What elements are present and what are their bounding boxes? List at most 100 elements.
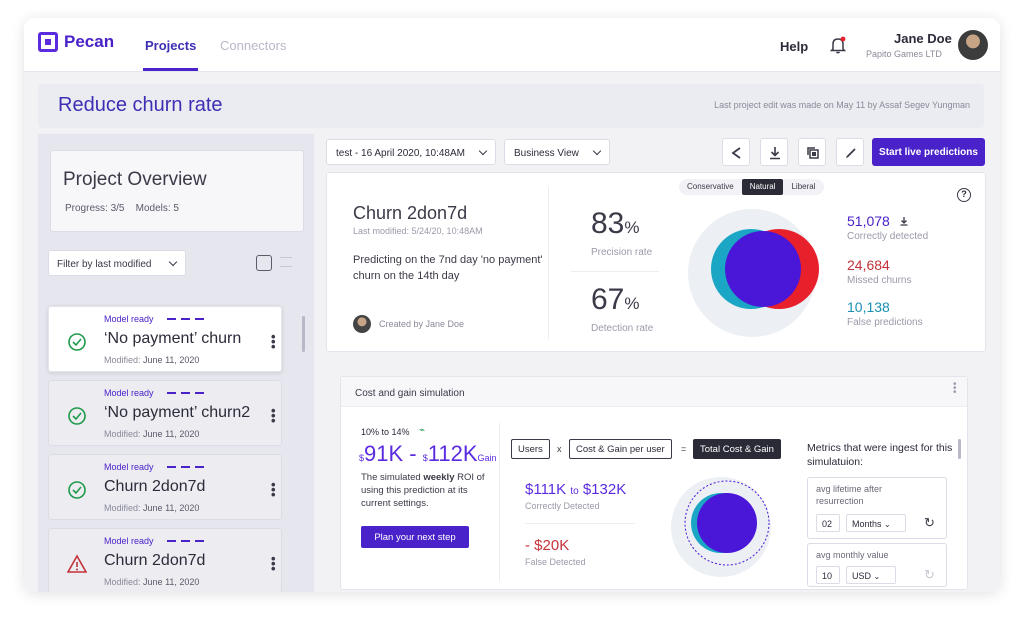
missed-churns-value: 24,684 bbox=[847, 257, 890, 273]
more-options-icon[interactable]: • • • bbox=[271, 477, 276, 502]
progress-dashes bbox=[167, 318, 205, 320]
model-description: Predicting on the 7nd day 'no payment' c… bbox=[353, 254, 543, 282]
progress-dashes bbox=[167, 392, 205, 394]
tab-connectors[interactable]: Connectors bbox=[220, 38, 287, 53]
help-icon[interactable]: ? bbox=[957, 188, 971, 202]
metrics-scrollbar[interactable] bbox=[958, 439, 961, 459]
model-card[interactable]: Model ready ‘No payment’ churn2 Modified… bbox=[48, 380, 282, 446]
divider bbox=[499, 423, 500, 581]
model-modified: Modified: June 11, 2020 bbox=[104, 429, 200, 439]
roi-value: $91K - $112KGain bbox=[359, 441, 497, 466]
segment-liberal[interactable]: Liberal bbox=[791, 182, 816, 191]
cost-venn-diagram bbox=[671, 477, 771, 577]
check-circle-icon bbox=[68, 333, 86, 351]
model-card[interactable]: Model ready Churn 2don7d Modified: June … bbox=[48, 528, 282, 592]
cost-gain-per-user-chip: Cost & Gain per user bbox=[569, 439, 672, 459]
filter-label: Filter by last modified bbox=[57, 259, 152, 270]
false-predictions-value: 10,138 bbox=[847, 299, 890, 315]
lifetime-value-input[interactable]: 02 bbox=[816, 514, 840, 532]
model-modified: Modified: June 11, 2020 bbox=[104, 503, 200, 513]
grid-view-icon[interactable] bbox=[256, 255, 272, 271]
models-value: 5 bbox=[173, 203, 179, 214]
copy-icon bbox=[807, 147, 819, 159]
correctly-detected-gain: $111K to $132K bbox=[525, 481, 627, 498]
user-name: Jane Doe bbox=[894, 31, 952, 46]
list-view-icon[interactable] bbox=[280, 257, 292, 267]
divider bbox=[548, 187, 549, 339]
metric-box-monthly-value: avg monthly value 10 USD ⌄ ↻ bbox=[807, 543, 947, 587]
roi-description: The simulated weekly ROI of using this p… bbox=[361, 472, 485, 509]
missed-churns-label: Missed churns bbox=[847, 275, 912, 286]
total-cost-gain-chip: Total Cost & Gain bbox=[693, 439, 781, 459]
top-navigation: Pecan Projects Connectors Help Jane Doe … bbox=[24, 18, 1000, 72]
more-options-icon[interactable]: • • • bbox=[271, 329, 276, 354]
model-card[interactable]: Model ready Churn 2don7d Modified: June … bbox=[48, 454, 282, 520]
pecan-logo-icon bbox=[38, 32, 58, 52]
model-modified: Modified: June 11, 2020 bbox=[104, 355, 200, 365]
correctly-detected-value: 51,078 bbox=[847, 213, 909, 229]
view-select[interactable]: Business View bbox=[504, 139, 610, 165]
chevron-down-icon bbox=[592, 146, 602, 156]
run-select[interactable]: test - 16 April 2020, 10:48AM bbox=[326, 139, 496, 165]
user-avatar[interactable] bbox=[958, 30, 988, 60]
model-summary-card: Churn 2don7d Last modified: 5/24/20, 10:… bbox=[326, 172, 986, 352]
download-button[interactable] bbox=[760, 138, 788, 166]
check-circle-icon bbox=[68, 481, 86, 499]
help-link[interactable]: Help bbox=[780, 39, 809, 54]
copy-button[interactable] bbox=[798, 138, 826, 166]
threshold-segmented-control: Conservative Natural Liberal bbox=[679, 179, 824, 195]
chevron-down-icon bbox=[168, 257, 178, 267]
user-org: Papito Games LTD bbox=[866, 49, 942, 59]
filter-dropdown[interactable]: Filter by last modified bbox=[48, 250, 186, 276]
more-options-icon[interactable]: • • • bbox=[953, 379, 957, 398]
lifetime-unit-select[interactable]: Months ⌄ bbox=[846, 514, 906, 532]
refresh-icon[interactable]: ↻ bbox=[924, 515, 935, 530]
page-title: Reduce churn rate bbox=[58, 94, 223, 116]
cost-venn-outline bbox=[684, 480, 770, 566]
venn-diagram bbox=[688, 209, 819, 337]
roi-range: 10% to 14% bbox=[361, 427, 410, 437]
pecan-logo[interactable]: Pecan bbox=[38, 32, 114, 52]
false-predictions-label: False predictions bbox=[847, 317, 923, 328]
segment-natural[interactable]: Natural bbox=[741, 179, 784, 195]
detection-rate-label: Detection rate bbox=[591, 323, 654, 334]
model-status: Model ready bbox=[104, 536, 154, 546]
creator-avatar bbox=[353, 315, 371, 333]
share-button[interactable] bbox=[722, 138, 750, 166]
run-select-value: test - 16 April 2020, 10:48AM bbox=[336, 148, 465, 159]
model-status: Model ready bbox=[104, 462, 154, 472]
correctly-detected-label: Correctly Detected bbox=[525, 501, 600, 511]
model-title: Churn 2don7d bbox=[104, 478, 206, 495]
app-window: Pecan Projects Connectors Help Jane Doe … bbox=[24, 18, 1000, 592]
metric-label: avg lifetime after resurrection bbox=[816, 484, 883, 506]
users-chip: Users bbox=[511, 439, 550, 459]
plan-next-step-button[interactable]: Plan your next step bbox=[361, 526, 469, 548]
model-last-modified: Last modified: 5/24/20, 10:48AM bbox=[353, 226, 483, 236]
multiply-operator: x bbox=[557, 444, 562, 454]
segment-conservative[interactable]: Conservative bbox=[687, 182, 734, 191]
last-edit-note: Last project edit was made on May 11 by … bbox=[714, 100, 970, 110]
model-card[interactable]: Model ready ‘No payment’ churn Modified:… bbox=[48, 306, 282, 372]
bell-icon[interactable] bbox=[830, 36, 846, 54]
more-options-icon[interactable]: • • • bbox=[271, 551, 276, 576]
view-select-value: Business View bbox=[514, 148, 579, 159]
refresh-icon[interactable]: ↻ bbox=[924, 567, 935, 582]
metric-box-lifetime: avg lifetime after resurrection 02 Month… bbox=[807, 477, 947, 539]
edit-button[interactable] bbox=[836, 138, 864, 166]
venn-correct-circle bbox=[725, 231, 801, 307]
correctly-detected-label: Correctly detected bbox=[847, 231, 929, 242]
progress-label: Progress: bbox=[65, 203, 108, 214]
model-list-scrollbar[interactable] bbox=[302, 316, 305, 352]
cost-venn-correct-circle bbox=[697, 493, 757, 553]
tab-projects[interactable]: Projects bbox=[142, 38, 199, 71]
project-overview: Project Overview Progress: 3/5 Models: 5 bbox=[50, 150, 304, 232]
start-live-predictions-button[interactable]: Start live predictions bbox=[872, 138, 985, 166]
currency-select[interactable]: USD ⌄ bbox=[846, 566, 896, 584]
warning-triangle-icon bbox=[67, 554, 87, 573]
download-icon[interactable] bbox=[899, 216, 909, 226]
more-options-icon[interactable]: • • • bbox=[271, 403, 276, 428]
precision-rate-value: 83% bbox=[591, 207, 640, 240]
trend-icon: ⌁ bbox=[419, 425, 426, 436]
metrics-title: Metrics that were ingest for this simula… bbox=[807, 442, 953, 468]
monthly-value-input[interactable]: 10 bbox=[816, 566, 840, 584]
